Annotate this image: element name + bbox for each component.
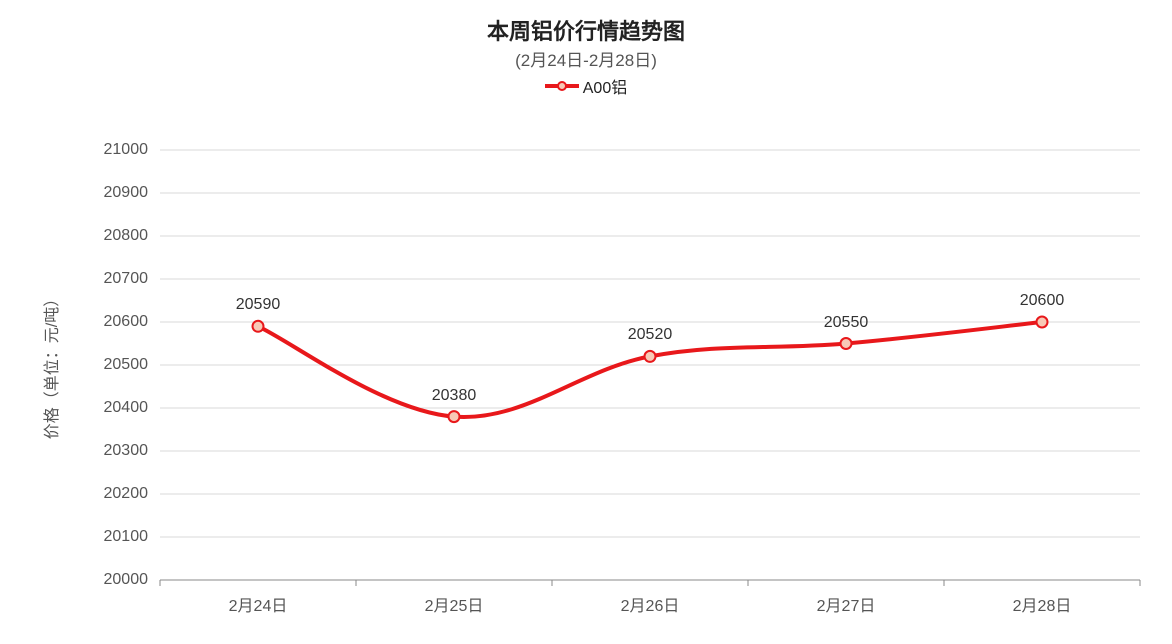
legend-label: A00铝	[583, 74, 627, 98]
legend-marker-icon	[545, 79, 579, 93]
y-tick-label: 20000	[90, 571, 148, 589]
y-tick-label: 20900	[90, 184, 148, 202]
y-tick-label: 20400	[90, 399, 148, 417]
data-point-label: 20520	[628, 326, 673, 344]
y-tick-label: 20200	[90, 485, 148, 503]
y-tick-label: 20100	[90, 528, 148, 546]
data-point-label: 20590	[236, 296, 281, 314]
x-tick-label: 2月27日	[817, 592, 876, 616]
x-tick-label: 2月24日	[229, 592, 288, 616]
y-tick-label: 20300	[90, 442, 148, 460]
y-tick-label: 20500	[90, 356, 148, 374]
y-tick-label: 20600	[90, 313, 148, 331]
data-point-label: 20600	[1020, 292, 1065, 310]
y-axis-label: 价格（单位：元/吨）	[38, 291, 62, 439]
x-tick-label: 2月28日	[1013, 592, 1072, 616]
x-tick-label: 2月26日	[621, 592, 680, 616]
y-tick-label: 20700	[90, 270, 148, 288]
chart-legend: A00铝	[0, 74, 1172, 98]
plot-svg	[160, 150, 1140, 580]
chart-title: 本周铝价行情趋势图	[0, 14, 1172, 46]
plot-area	[160, 150, 1140, 580]
y-tick-label: 21000	[90, 141, 148, 159]
legend-item: A00铝	[545, 74, 627, 98]
legend-dot	[557, 81, 567, 91]
data-point-label: 20380	[432, 387, 477, 405]
chart-subtitle: (2月24日-2月28日)	[0, 46, 1172, 71]
y-tick-label: 20800	[90, 227, 148, 245]
x-tick-label: 2月25日	[425, 592, 484, 616]
data-point-label: 20550	[824, 314, 869, 332]
aluminum-price-chart: 本周铝价行情趋势图 (2月24日-2月28日) A00铝 价格（单位：元/吨） …	[0, 0, 1172, 644]
